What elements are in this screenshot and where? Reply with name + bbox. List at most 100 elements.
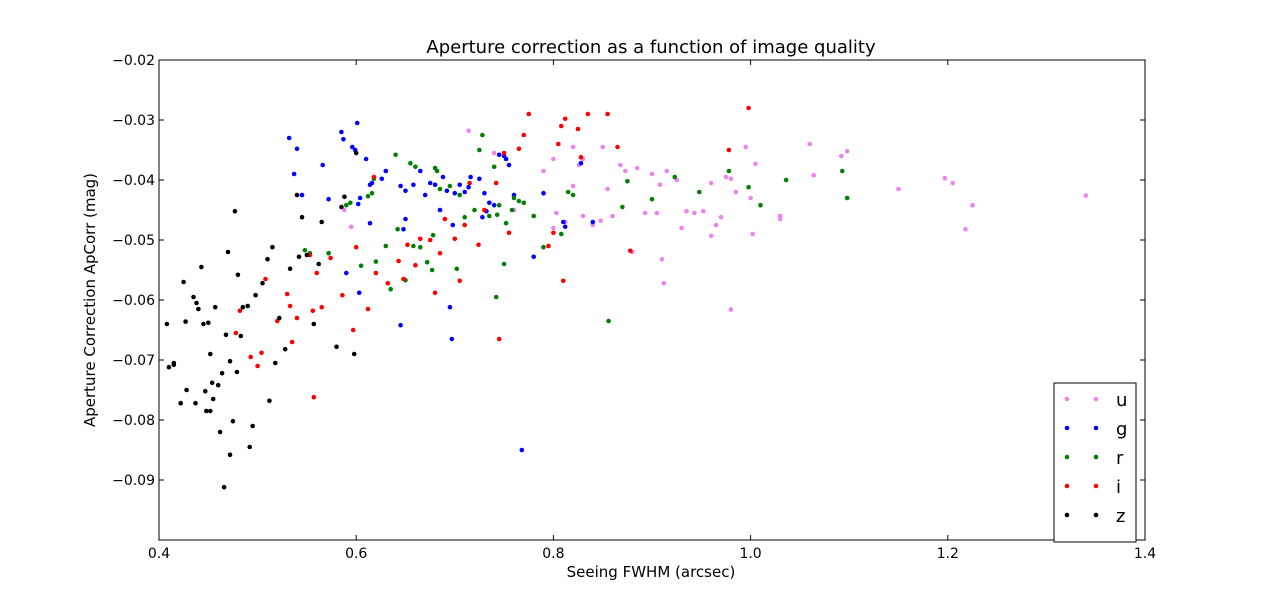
point-r-36 (511, 195, 517, 201)
point-i-50 (561, 278, 566, 284)
point-z-11 (201, 321, 206, 327)
point-g-58 (480, 214, 485, 220)
point-g-9 (354, 120, 360, 126)
point-g-5 (326, 196, 331, 202)
point-u-3 (600, 144, 605, 150)
point-i-39 (493, 180, 499, 186)
point-r-47 (649, 196, 655, 202)
point-i-18 (350, 327, 356, 333)
point-i-56 (615, 144, 620, 150)
point-r-42 (565, 189, 571, 195)
point-r-59 (369, 190, 375, 196)
point-g-52 (344, 270, 349, 276)
point-g-17 (383, 168, 389, 174)
point-g-3 (299, 192, 305, 198)
point-g-35 (491, 202, 497, 208)
point-u-39 (580, 213, 586, 219)
point-z-32 (247, 444, 252, 450)
point-u-52 (723, 174, 729, 180)
point-z-44 (296, 254, 302, 260)
point-z-3 (178, 400, 183, 406)
point-i-32 (442, 216, 448, 222)
point-z-55 (227, 358, 233, 364)
point-r-11 (393, 152, 398, 158)
point-z-36 (265, 256, 270, 262)
point-r-57 (429, 267, 435, 273)
point-r-6 (365, 193, 371, 199)
point-g-20 (411, 182, 416, 188)
plot-frame (158, 59, 1146, 541)
x-tick-label-3: 1.0 (739, 546, 761, 562)
point-r-30 (491, 164, 497, 170)
point-r-40 (541, 244, 546, 250)
point-r-20 (434, 168, 440, 174)
y-tick-label-1: −0.08 (112, 413, 155, 429)
point-r-58 (411, 243, 416, 249)
point-i-20 (365, 306, 371, 312)
point-i-13 (311, 394, 317, 400)
point-i-46 (546, 243, 551, 249)
point-z-41 (282, 346, 288, 352)
point-u-45 (605, 186, 610, 192)
point-i-23 (385, 280, 391, 286)
point-g-28 (457, 182, 463, 188)
point-r-18 (430, 232, 436, 238)
point-g-16 (379, 176, 385, 182)
point-r-8 (373, 259, 379, 264)
point-r-24 (457, 192, 463, 198)
point-i-59 (746, 105, 751, 111)
point-z-7 (191, 294, 196, 300)
point-i-8 (287, 303, 293, 309)
point-z-40 (277, 315, 282, 321)
point-u-19 (753, 161, 758, 167)
point-i-31 (437, 250, 443, 256)
point-r-26 (472, 207, 477, 213)
point-i-57 (628, 248, 633, 254)
point-z-39 (273, 360, 278, 366)
legend-marker-z-b (1093, 512, 1099, 518)
point-g-6 (339, 129, 344, 135)
point-z-59 (171, 360, 177, 366)
point-g-36 (496, 152, 502, 158)
point-i-12 (310, 308, 316, 314)
point-z-51 (339, 204, 344, 210)
point-g-50 (398, 322, 403, 328)
point-u-16 (733, 189, 739, 195)
axis-ticks: 0.4 0.6 0.8 1.0 1.2 1.4 −0.09 −0.08 −0.07 −0.06 −0… (112, 53, 1156, 562)
point-u-35 (659, 256, 665, 262)
point-g-11 (355, 201, 361, 207)
point-u-33 (661, 280, 667, 286)
point-r-54 (840, 168, 845, 174)
point-g-22 (422, 192, 428, 198)
data-points (164, 105, 1089, 490)
point-u-57 (342, 207, 347, 213)
point-u-46 (642, 210, 648, 216)
y-tick-label-2: −0.07 (112, 353, 155, 369)
point-i-15 (319, 304, 325, 310)
point-r-44 (606, 318, 611, 324)
point-g-29 (462, 189, 468, 195)
point-g-13 (363, 156, 369, 162)
point-u-11 (692, 210, 697, 216)
point-z-49 (319, 219, 325, 225)
point-r-37 (516, 198, 522, 204)
y-tick-label-7: −0.02 (112, 53, 155, 69)
point-z-52 (342, 194, 347, 200)
point-g-18 (398, 183, 403, 189)
point-g-48 (447, 304, 453, 310)
point-u-17 (743, 144, 748, 150)
point-z-53 (351, 351, 357, 357)
point-u-55 (491, 150, 497, 156)
point-i-38 (482, 207, 487, 213)
point-u-47 (654, 210, 660, 216)
point-r-9 (383, 243, 389, 249)
point-r-52 (758, 202, 763, 208)
point-u-21 (777, 216, 783, 222)
point-z-17 (212, 304, 218, 310)
point-z-26 (232, 208, 238, 214)
point-z-22 (223, 332, 229, 338)
point-g-51 (356, 290, 362, 296)
point-u-30 (970, 202, 975, 208)
point-r-17 (424, 259, 430, 265)
point-u-31 (1083, 193, 1089, 198)
